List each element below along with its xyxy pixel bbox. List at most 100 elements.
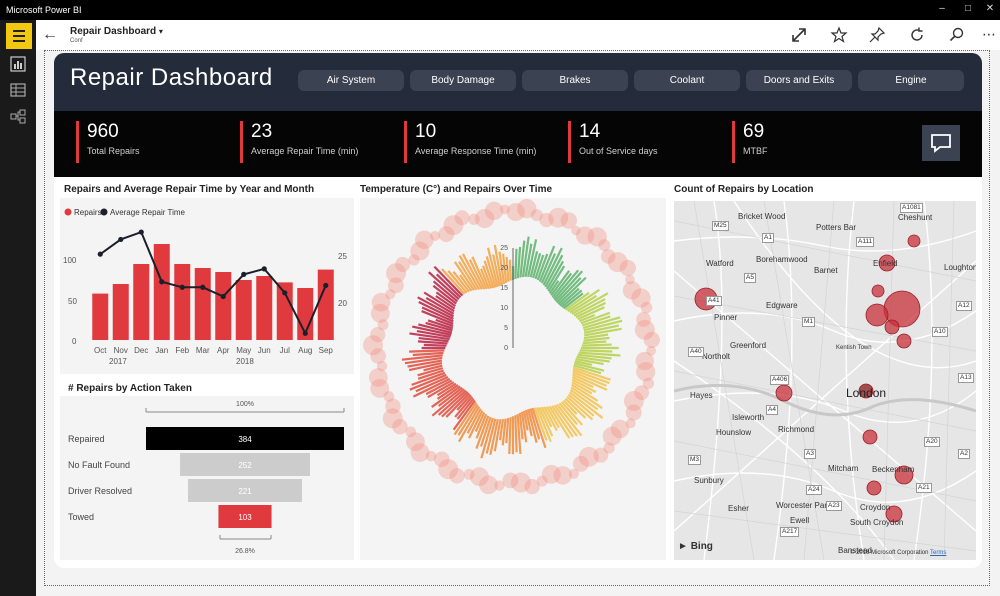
temperature-spike[interactable] [425,296,455,315]
temperature-spike[interactable] [411,371,446,386]
temperature-spike[interactable] [435,273,462,299]
funnel-bar[interactable] [188,479,302,502]
data-view-icon[interactable] [10,82,26,98]
temperature-spike[interactable] [577,353,612,360]
temperature-spike[interactable] [533,407,548,441]
location-bubble[interactable] [866,480,882,496]
temperature-spike[interactable] [493,419,502,452]
repair-bubble[interactable] [510,472,531,493]
avg-time-point[interactable] [323,282,329,289]
temperature-spike[interactable] [453,261,475,291]
temperature-spike[interactable] [485,418,497,454]
repair-bubble[interactable] [536,475,548,487]
temperature-spike[interactable] [573,298,606,317]
funnel-chart-visual[interactable]: 100% Repaired 384 No Fault Found 252 Driver … [60,396,354,560]
temperature-spike[interactable] [423,343,447,347]
temperature-spike[interactable] [505,418,510,444]
temperature-spike[interactable] [538,406,554,437]
temperature-spike[interactable] [551,405,574,438]
repairs-bar[interactable] [276,282,293,340]
temperature-spike[interactable] [524,243,533,277]
fullscreen-icon[interactable] [790,26,808,44]
temperature-spike[interactable] [485,256,497,288]
repair-bubble[interactable] [438,226,455,243]
refresh-icon[interactable] [908,26,926,44]
temperature-spike[interactable] [421,310,454,325]
nav-button-engine[interactable]: Engine [858,70,964,91]
repair-bubble[interactable] [634,385,650,401]
repair-bubble[interactable] [625,274,635,285]
temperature-spike[interactable] [468,410,484,439]
temperature-spike[interactable] [417,296,455,318]
repair-bubble[interactable] [607,252,628,273]
avg-time-point[interactable] [241,271,247,277]
temperature-spike[interactable] [531,407,547,449]
temperature-spike[interactable] [404,356,443,365]
temperature-spike[interactable] [457,403,479,436]
repair-bubble[interactable] [502,472,519,489]
temperature-spike[interactable] [559,287,580,307]
temperature-spike[interactable] [453,401,478,436]
repair-bubble[interactable] [587,227,607,247]
temperature-spike[interactable] [560,401,584,426]
repair-bubble[interactable] [646,345,656,356]
temperature-spike[interactable] [561,289,583,308]
repair-bubble[interactable] [443,215,464,236]
repairs-bar[interactable] [92,293,109,340]
temperature-spike[interactable] [573,364,602,375]
temperature-spike[interactable] [462,253,483,290]
temperature-spike[interactable] [529,408,541,440]
temperature-spike[interactable] [489,419,499,456]
chat-button[interactable] [922,125,960,161]
avg-time-point[interactable] [159,279,165,285]
location-bubble[interactable] [884,319,900,335]
temperature-spike[interactable] [437,389,467,416]
repair-bubble[interactable] [368,368,388,387]
temperature-spike[interactable] [436,384,459,400]
temperature-spike[interactable] [415,375,449,393]
temperature-spike[interactable] [522,410,529,431]
temperature-spike[interactable] [445,392,471,418]
temperature-spike[interactable] [498,419,505,441]
location-bubble[interactable] [907,234,921,248]
temperature-spike[interactable] [428,271,460,301]
temperature-spike[interactable] [572,366,611,381]
temperature-spike[interactable] [459,274,473,292]
avg-time-point[interactable] [282,290,288,296]
repair-bubble[interactable] [625,418,636,429]
temperature-spike[interactable] [474,412,486,433]
temperature-spike[interactable] [447,270,468,294]
combo-chart-visual[interactable]: Repairs Average Repair Time 100 50 0 25 … [60,198,354,374]
back-arrow-icon[interactable]: ← [42,26,58,43]
temperature-spike[interactable] [547,265,566,292]
temperature-spike[interactable] [435,291,456,307]
temperature-spike[interactable] [518,412,524,440]
location-bubble[interactable] [894,465,914,485]
minimize-icon[interactable]: – [939,3,945,14]
repairs-bar[interactable] [215,272,232,340]
temperature-spike[interactable] [540,253,557,284]
repair-bubble[interactable] [408,254,420,266]
temperature-spike[interactable] [412,377,451,398]
repairs-bar[interactable] [133,264,150,340]
repair-bubble[interactable] [571,225,581,236]
repair-bubble[interactable] [539,212,554,228]
repair-bubble[interactable] [376,360,388,372]
repair-bubble[interactable] [479,475,498,495]
temperature-spike[interactable] [564,397,587,419]
temperature-spike[interactable] [454,395,474,418]
temperature-spike[interactable] [417,367,444,377]
repair-bubble[interactable] [370,327,386,343]
temperature-spike[interactable] [573,362,605,372]
temperature-spike[interactable] [516,246,522,279]
temperature-spike[interactable] [425,321,453,332]
location-bubble[interactable] [896,333,912,349]
temperature-spike[interactable] [475,413,488,439]
temperature-spike[interactable] [418,323,453,334]
temperature-spike[interactable] [568,391,604,419]
avg-time-point[interactable] [200,284,206,290]
nav-button-air-system[interactable]: Air System [298,70,404,91]
temperature-spike[interactable] [574,360,593,366]
repairs-bar[interactable] [194,268,211,340]
repair-bubble[interactable] [468,213,480,226]
